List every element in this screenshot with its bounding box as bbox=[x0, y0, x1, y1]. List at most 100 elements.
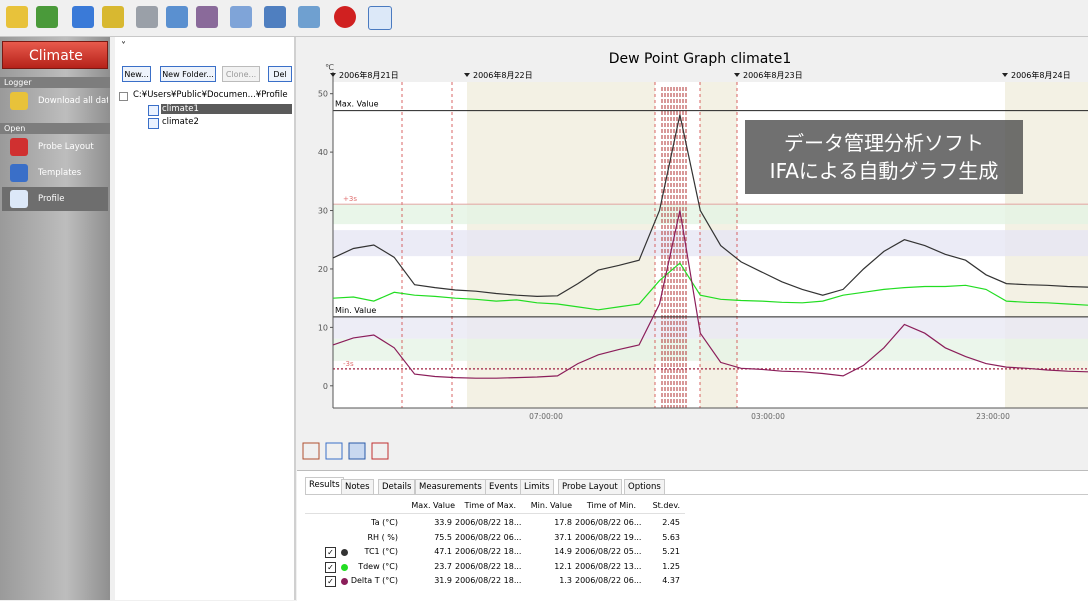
header-row bbox=[305, 498, 685, 514]
column-header: St.dev. bbox=[652, 501, 680, 510]
row-name: Ta (°C) bbox=[371, 518, 398, 527]
sigma-band bbox=[333, 204, 1088, 225]
row-checkbox[interactable]: ✓ bbox=[325, 576, 336, 588]
tab[interactable]: Notes bbox=[341, 479, 374, 495]
sigma-band bbox=[333, 316, 1088, 339]
tab-line bbox=[305, 494, 1088, 495]
tree-icon bbox=[148, 105, 159, 116]
print-icon[interactable] bbox=[136, 6, 158, 28]
tree-expander bbox=[119, 92, 128, 101]
sigma-band bbox=[333, 230, 1088, 257]
series-dot bbox=[341, 578, 348, 586]
row-name: Tdew (°C) bbox=[358, 561, 398, 571]
y-tick-label: 10 bbox=[318, 323, 328, 332]
folder-button[interactable]: New Folder... bbox=[160, 66, 216, 82]
row-value: 2006/08/22 06... bbox=[575, 576, 642, 586]
view-button[interactable] bbox=[371, 442, 389, 460]
folder-panel: ˅ New... New Folder... Clone... Del C:¥Users… bbox=[115, 37, 296, 600]
view-button[interactable] bbox=[348, 442, 366, 460]
graph-title: Dew Point Graph climate1 bbox=[609, 51, 792, 67]
date-label: 2006年8月24日 bbox=[1011, 70, 1071, 80]
row-value: 5.21 bbox=[662, 547, 680, 557]
upload-icon[interactable] bbox=[102, 6, 124, 28]
sidebar-icon bbox=[10, 164, 28, 182]
tab[interactable]: Probe Layout bbox=[558, 479, 622, 495]
app-button[interactable]: Climate bbox=[2, 41, 108, 69]
sidebar-item[interactable]: Templates bbox=[2, 161, 108, 185]
graph-icon[interactable] bbox=[264, 6, 286, 28]
tab[interactable]: Results bbox=[305, 477, 344, 495]
tree-item[interactable]: climate2 bbox=[162, 117, 199, 127]
y-unit: ℃ bbox=[325, 63, 334, 72]
column-header: Time of Max. bbox=[464, 501, 516, 510]
row-value: 14.9 bbox=[554, 547, 572, 557]
help-icon[interactable] bbox=[334, 6, 356, 28]
series-dot bbox=[341, 563, 348, 571]
setup-icon[interactable] bbox=[196, 6, 218, 28]
tab[interactable]: Events bbox=[485, 479, 522, 495]
import-icon[interactable] bbox=[36, 6, 58, 28]
row-value: 2006/08/22 18... bbox=[455, 547, 522, 557]
date-label: 2006年8月22日 bbox=[473, 70, 533, 80]
graph: Max. Value Min. Value +3s -3s ℃ 0 10 20 30 40 50 De… bbox=[302, 51, 1088, 460]
date-label: 2006年8月23日 bbox=[743, 70, 803, 80]
sidebar-item[interactable]: Download all dat... bbox=[2, 89, 108, 113]
min-label: Min. Value bbox=[335, 306, 376, 315]
sidebar-icon bbox=[10, 190, 28, 208]
row-checkbox[interactable]: ✓ bbox=[325, 547, 336, 559]
section-title: Logger bbox=[0, 77, 110, 88]
tree-icon bbox=[148, 118, 159, 129]
row-value: 37.1 bbox=[554, 532, 572, 542]
row-value: 31.9 bbox=[434, 576, 452, 586]
max-label: Max. Value bbox=[335, 100, 379, 109]
tab[interactable]: Limits bbox=[520, 479, 554, 495]
caption-line: IFAによる自動グラフ生成 bbox=[769, 159, 999, 183]
view-button[interactable] bbox=[325, 442, 343, 460]
row-value: 1.3 bbox=[559, 576, 572, 586]
sidebar-item[interactable]: Profile bbox=[2, 187, 108, 211]
row-value: 2006/08/22 19... bbox=[575, 532, 642, 542]
preview-icon[interactable] bbox=[166, 6, 188, 28]
row-value: 12.1 bbox=[554, 561, 572, 571]
y-tick-label: 20 bbox=[318, 265, 328, 274]
row-value: 1.25 bbox=[662, 561, 680, 571]
sidebar-item[interactable]: Probe Layout bbox=[2, 135, 108, 159]
series-dot bbox=[341, 549, 348, 557]
row-name: Delta T (°C) bbox=[350, 576, 398, 586]
row-value: 47.1 bbox=[434, 547, 452, 557]
toolbar bbox=[0, 0, 1088, 37]
row-value: 75.5 bbox=[434, 532, 452, 542]
tab[interactable]: Measurements bbox=[415, 479, 486, 495]
row-value: 2006/08/22 18... bbox=[455, 518, 522, 527]
time-label: 07:00:00 bbox=[529, 412, 563, 421]
column-header: Time of Min. bbox=[586, 501, 636, 510]
row-value: 17.8 bbox=[554, 518, 572, 527]
time-label: 03:00:00 bbox=[751, 412, 785, 421]
tree-root: C:¥Users¥Public¥Documen...¥Profile bbox=[133, 90, 288, 100]
row-value: 2006/08/22 06... bbox=[455, 532, 522, 542]
view-button[interactable] bbox=[302, 442, 320, 460]
tab[interactable]: Options bbox=[624, 479, 665, 495]
row-name: RH ( %) bbox=[367, 532, 398, 542]
folder-button[interactable]: New... bbox=[122, 66, 151, 82]
row-value: 2.45 bbox=[662, 518, 680, 527]
y-tick-label: 0 bbox=[323, 382, 328, 391]
folder-button: Clone... bbox=[222, 66, 260, 82]
collapse-toggle[interactable]: ˅ bbox=[121, 41, 126, 52]
copy-icon[interactable] bbox=[230, 6, 252, 28]
series-line bbox=[332, 210, 1088, 379]
report-icon[interactable] bbox=[298, 6, 320, 28]
sidebar-icon bbox=[10, 138, 28, 156]
row-value: 23.7 bbox=[434, 561, 452, 571]
tab[interactable]: Details bbox=[378, 479, 416, 495]
profile-icon[interactable] bbox=[368, 6, 392, 30]
open-icon[interactable] bbox=[6, 6, 28, 28]
tree-item[interactable]: climate1 bbox=[161, 104, 292, 114]
caption-line: データ管理分析ソフト bbox=[784, 131, 984, 155]
folder-button[interactable]: Del bbox=[268, 66, 292, 82]
row-checkbox[interactable]: ✓ bbox=[325, 561, 336, 573]
download-icon[interactable] bbox=[72, 6, 94, 28]
row-value: 2006/08/22 18... bbox=[455, 561, 522, 571]
column-header: Min. Value bbox=[530, 501, 572, 510]
row-name: TC1 (°C) bbox=[364, 547, 398, 557]
